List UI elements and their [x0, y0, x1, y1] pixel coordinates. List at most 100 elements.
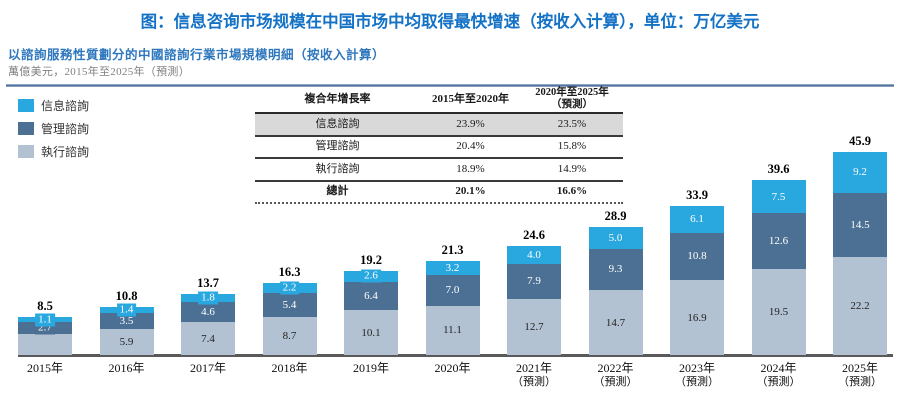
bar-total-label-2015年: 8.5: [37, 299, 53, 314]
x-axis-label-year: 2016年: [108, 361, 145, 375]
bar-segment-信息諮詢-2017年: 1.8: [181, 291, 235, 305]
x-axis-label-forecast-note: （預測）: [512, 376, 556, 388]
segment-value-label: 7.4: [201, 332, 215, 345]
bar-segment-管理諮詢-2018年: 5.4: [262, 292, 317, 317]
x-axis-label-year: 2017年: [189, 361, 226, 375]
legend-item-info-consulting: 信息諮詢: [18, 94, 89, 117]
cagr-table: 複合年增長率 2015年至2020年 2020年至2025年 （預測） 信息諮詢…: [255, 86, 623, 204]
bar-segment-管理諮詢-2024年: 12.6: [751, 213, 806, 269]
page-title: 图：信息咨询市场规模在中国市场中均取得最快增速（按收入计算），单位：万亿美元: [140, 13, 760, 31]
bar-total-label-2021年: 24.6: [523, 228, 545, 243]
segment-value-label: 4.6: [201, 306, 215, 319]
bar-total-label-2017年: 13.7: [197, 276, 219, 291]
cagr-2020-2025: 15.8%: [557, 140, 587, 153]
x-axis-label-year: 2019年: [352, 361, 389, 375]
segment-value-label: 12.6: [768, 234, 789, 247]
segment-value-label: 7.5: [771, 190, 786, 203]
header-cell-2015-2020: 2015年至2020年: [432, 92, 509, 105]
segment-value-label: 5.0: [608, 231, 623, 244]
x-axis-label-year: 2023年: [678, 361, 715, 375]
bar-segment-執行諮詢-2025年: 22.2: [833, 256, 887, 355]
bar-total-label-2016年: 10.8: [115, 289, 138, 304]
segment-value-label: 7.0: [445, 284, 460, 297]
segment-value-label: 19.5: [768, 305, 789, 318]
bar-segment-執行諮詢-2019年: 10.1: [344, 310, 398, 355]
bar-segment-管理諮詢-2020年: 7.0: [425, 275, 480, 306]
bar-segment-信息諮詢-2018年: 2.2: [262, 281, 317, 295]
chart-legend: 信息諮詢 管理諮詢 執行諮詢: [18, 94, 89, 163]
segment-value-label: 9.3: [608, 263, 623, 276]
bar-segment-信息諮詢-2020年: 3.2: [425, 260, 480, 275]
row-label: 管理諮詢: [315, 140, 360, 153]
x-axis-line: [18, 354, 893, 357]
bar-segment-管理諮詢-2025年: 14.5: [833, 192, 887, 257]
bar-segment-執行諮詢-2018年: 8.7: [262, 316, 317, 355]
table-row-execution-consulting: 執行諮詢 18.9% 14.9%: [255, 159, 623, 182]
x-axis-label-2024年: 2024年 （預測）: [734, 361, 824, 389]
bar-segment-信息諮詢-2019年: 2.6: [344, 269, 398, 283]
bar-total-label-2025年: 45.9: [849, 134, 871, 149]
bar-segment-執行諮詢-2022年: 14.7: [588, 290, 643, 355]
bar-segment-執行諮詢-2020年: 11.1: [425, 305, 480, 355]
segment-value-label: 10.8: [687, 250, 707, 263]
info-consulting-swatch-icon: [18, 99, 34, 112]
segment-value-label: 3.2: [445, 261, 460, 274]
segment-value-label: 9.2: [853, 166, 867, 179]
table-row-total: 總計 20.1% 16.6%: [255, 182, 623, 204]
segment-value-label: 5.4: [282, 298, 297, 311]
cagr-2020-2025: 23.5%: [557, 117, 587, 130]
segment-value-label: 6.4: [364, 290, 378, 303]
segment-value-label: 14.7: [605, 316, 626, 329]
bar-segment-執行諮詢-2023年: 16.9: [670, 280, 724, 355]
legend-label: 管理諮詢: [41, 122, 90, 136]
cagr-2015-2020: 23.9%: [456, 117, 485, 130]
bar-segment-管理諮詢-2019年: 6.4: [344, 282, 398, 311]
x-axis-label-2022年: 2022年 （預測）: [571, 361, 661, 389]
segment-value-label: 3.5: [119, 315, 134, 328]
x-axis-label-year: 2025年: [841, 361, 878, 375]
bar-total-label-2022年: 28.9: [604, 208, 627, 223]
bar-segment-執行諮詢-2021年: 12.7: [507, 298, 561, 355]
header-cell-metric: 複合年增長率: [304, 92, 371, 105]
x-axis-label-forecast-note: （預測）: [838, 376, 882, 388]
bar-segment-信息諮詢-2016年: 1.4: [99, 303, 154, 317]
x-axis-label-2019年: 2019年: [326, 361, 416, 375]
header-cell-2020-2025: 2020年至2025年 （預測）: [521, 87, 623, 111]
x-axis-label-year: 2018年: [271, 361, 308, 375]
segment-value-label: 2.2: [279, 281, 300, 295]
x-axis-label-2015年: 2015年: [0, 361, 90, 375]
unit-note: 萬億美元，2015年至2025年（預測）: [8, 66, 190, 78]
bar-segment-管理諮詢-2022年: 9.3: [588, 248, 643, 291]
segment-value-label: 6.1: [690, 213, 704, 226]
bar-segment-執行諮詢-2015年: [18, 334, 72, 355]
cagr-table-header: 複合年增長率 2015年至2020年 2020年至2025年 （預測）: [255, 86, 623, 114]
segment-value-label: 16.9: [687, 311, 707, 324]
bar-segment-執行諮詢-2024年: 19.5: [751, 268, 806, 355]
segment-value-label: 4.0: [527, 249, 541, 262]
cagr-2020-2025: 14.9%: [557, 162, 587, 175]
bar-segment-信息諮詢-2021年: 4.0: [507, 246, 561, 264]
row-label: 信息諮詢: [315, 117, 360, 130]
row-label: 執行諮詢: [315, 162, 360, 175]
cagr-2015-2020: 20.4%: [456, 140, 485, 153]
x-axis-label-year: 2022年: [597, 361, 634, 375]
legend-item-management-consulting: 管理諮詢: [18, 117, 89, 140]
bar-segment-管理諮詢-2021年: 7.9: [507, 263, 561, 299]
x-axis-label-2018年: 2018年: [245, 361, 335, 375]
bar-segment-管理諮詢-2016年: 3.5: [99, 313, 154, 329]
bar-segment-信息諮詢-2025年: 9.2: [833, 152, 887, 193]
segment-value-label: 14.5: [850, 218, 870, 231]
segment-value-label: 1.1: [35, 313, 55, 327]
bar-segment-信息諮詢-2022年: 5.0: [588, 226, 643, 249]
bar-segment-信息諮詢-2015年: 1.1: [18, 313, 72, 327]
x-axis-label-forecast-note: （預測）: [675, 376, 719, 388]
header-cell-line2: （預測）: [551, 99, 593, 110]
x-axis-label-2017年: 2017年: [163, 361, 253, 375]
legend-label: 信息諮詢: [41, 99, 90, 113]
cagr-2015-2020: 18.9%: [456, 162, 485, 175]
header-cell-line1: 2020年至2025年: [535, 86, 609, 98]
x-axis-label-year: 2020年: [434, 361, 471, 375]
segment-value-label: 8.7: [282, 329, 297, 342]
